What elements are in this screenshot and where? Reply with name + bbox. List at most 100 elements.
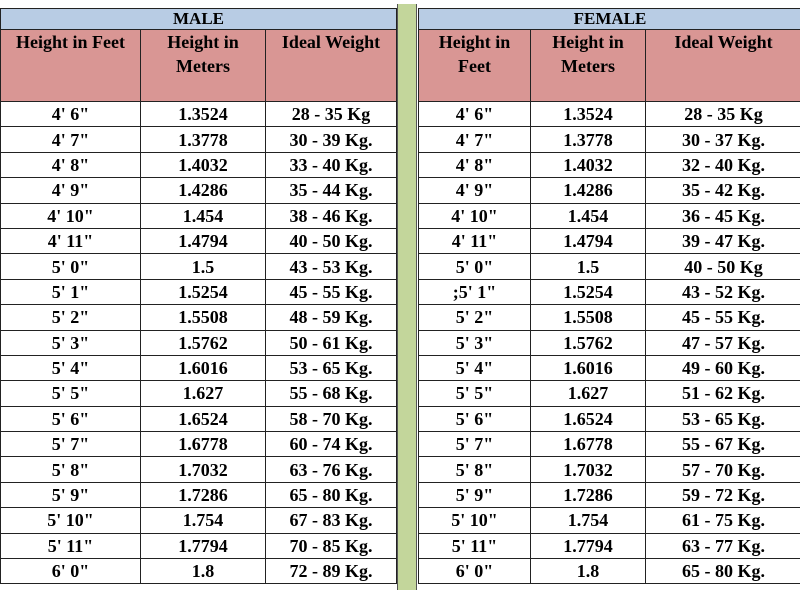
cell: 70 - 85 Kg. [264, 532, 398, 560]
cell: 1.754 [530, 507, 646, 534]
data-row: 4' 8" 1.4032 32 - 40 Kg. [418, 151, 800, 179]
data-row: 4' 8" 1.4032 33 - 40 Kg. [0, 151, 398, 179]
cell: 4' 11" [418, 227, 531, 255]
cell: 1.7286 [530, 481, 646, 509]
data-row: ;5' 1" 1.5254 43 - 52 Kg. [418, 278, 800, 306]
data-row: 5' 1" 1.5254 45 - 55 Kg. [0, 278, 398, 306]
data-row: 4' 6" 1.3524 28 - 35 Kg [0, 100, 398, 128]
header-row: Height in Feet Height in Meters Ideal Weig… [418, 29, 800, 102]
cell: 1.7286 [140, 481, 266, 509]
data-row: 5' 5" 1.627 55 - 68 Kg. [0, 380, 398, 407]
cell: 30 - 37 Kg. [644, 126, 800, 153]
cell: 4' 9" [418, 177, 531, 204]
cell: 1.6778 [140, 431, 266, 458]
cell: 28 - 35 Kg [644, 100, 800, 128]
data-row: 5' 9" 1.7286 59 - 72 Kg. [418, 481, 800, 509]
cell: 72 - 89 Kg. [264, 558, 398, 585]
data-row: 5' 10" 1.754 67 - 83 Kg. [0, 507, 398, 534]
cell: 36 - 45 Kg. [644, 202, 800, 229]
data-row: 4' 11" 1.4794 40 - 50 Kg. [0, 227, 398, 255]
title-row: MALE [0, 8, 398, 30]
cell: 65 - 80 Kg. [644, 558, 800, 585]
cell: 5' 4" [418, 354, 531, 382]
cell: 28 - 35 Kg [264, 100, 398, 128]
cell: 43 - 52 Kg. [644, 278, 800, 306]
cell: 35 - 44 Kg. [264, 177, 398, 204]
cell: 1.3524 [530, 100, 646, 128]
cell: 1.7794 [530, 532, 646, 560]
section-title: FEMALE [417, 8, 800, 30]
cell: 49 - 60 Kg. [644, 354, 800, 382]
cell: 45 - 55 Kg. [264, 278, 398, 306]
cell: 1.6016 [530, 354, 646, 382]
data-row: 4' 7" 1.3778 30 - 39 Kg. [0, 126, 398, 153]
cell: 5' 5" [418, 380, 531, 407]
cell: 59 - 72 Kg. [644, 481, 800, 509]
cell: 1.5254 [140, 278, 266, 306]
cell: 1.4794 [140, 227, 266, 255]
cell: 65 - 80 Kg. [264, 481, 398, 509]
cell: 5' 4" [0, 354, 141, 382]
cell: 4' 9" [0, 177, 141, 204]
cell: 6' 0" [0, 558, 141, 585]
data-row: 5' 0" 1.5 43 - 53 Kg. [0, 253, 398, 280]
cell: 5' 2" [0, 304, 141, 331]
cell: 33 - 40 Kg. [264, 151, 398, 179]
data-row: 4' 9" 1.4286 35 - 44 Kg. [0, 177, 398, 204]
cell: 1.6524 [140, 405, 266, 433]
data-row: 5' 6" 1.6524 53 - 65 Kg. [418, 405, 800, 433]
column-header: Height in Meters [140, 29, 266, 102]
data-row: 6' 0" 1.8 65 - 80 Kg. [418, 558, 800, 585]
cell: 4' 8" [0, 151, 141, 179]
cell: 5' 5" [0, 380, 141, 407]
data-row: 5' 4" 1.6016 49 - 60 Kg. [418, 354, 800, 382]
cell: 1.5508 [140, 304, 266, 331]
header-row: Height in Feet Height in Meters Ideal Weig… [0, 29, 398, 102]
data-row: 4' 6" 1.3524 28 - 35 Kg [418, 100, 800, 128]
cell: 1.6778 [530, 431, 646, 458]
cell: 5' 11" [0, 532, 141, 560]
cell: 1.4032 [140, 151, 266, 179]
cell: 1.4032 [530, 151, 646, 179]
cell: 4' 6" [0, 100, 141, 128]
cell: 1.5508 [530, 304, 646, 331]
cell: 5' 3" [0, 329, 141, 356]
data-row: 5' 6" 1.6524 58 - 70 Kg. [0, 405, 398, 433]
cell: 5' 9" [418, 481, 531, 509]
cell: 47 - 57 Kg. [644, 329, 800, 356]
cell: 5' 10" [418, 507, 531, 534]
cell: 1.4286 [530, 177, 646, 204]
data-row: 5' 9" 1.7286 65 - 80 Kg. [0, 481, 398, 509]
cell: 1.3524 [140, 100, 266, 128]
column-header: Height in Feet [418, 29, 531, 102]
cell: 43 - 53 Kg. [264, 253, 398, 280]
data-row: 5' 8" 1.7032 57 - 70 Kg. [418, 456, 800, 483]
data-row: 5' 11" 1.7794 70 - 85 Kg. [0, 532, 398, 560]
section-title: MALE [0, 8, 398, 30]
cell: 1.7032 [530, 456, 646, 483]
data-row: 5' 7" 1.6778 60 - 74 Kg. [0, 431, 398, 458]
cell: 1.6524 [530, 405, 646, 433]
cell: 50 - 61 Kg. [264, 329, 398, 356]
data-row: 5' 4" 1.6016 53 - 65 Kg. [0, 354, 398, 382]
cell: 4' 10" [418, 202, 531, 229]
cell: 38 - 46 Kg. [264, 202, 398, 229]
data-row: 4' 10" 1.454 38 - 46 Kg. [0, 202, 398, 229]
cell: 48 - 59 Kg. [264, 304, 398, 331]
cell: 32 - 40 Kg. [644, 151, 800, 179]
cell: 67 - 83 Kg. [264, 507, 398, 534]
female-table: FEMALE Height in Feet Height in Meters Idea… [417, 8, 800, 585]
cell: 5' 1" [0, 278, 141, 306]
data-row: 5' 5" 1.627 51 - 62 Kg. [418, 380, 800, 407]
cell: 1.754 [140, 507, 266, 534]
cell: 45 - 55 Kg. [644, 304, 800, 331]
data-row: 4' 9" 1.4286 35 - 42 Kg. [418, 177, 800, 204]
cell: 1.5762 [530, 329, 646, 356]
cell: 39 - 47 Kg. [644, 227, 800, 255]
cell: 1.8 [530, 558, 646, 585]
data-row: 4' 11" 1.4794 39 - 47 Kg. [418, 227, 800, 255]
cell: 40 - 50 Kg [644, 253, 800, 280]
cell: 61 - 75 Kg. [644, 507, 800, 534]
cell: 58 - 70 Kg. [264, 405, 398, 433]
cell: 1.7032 [140, 456, 266, 483]
